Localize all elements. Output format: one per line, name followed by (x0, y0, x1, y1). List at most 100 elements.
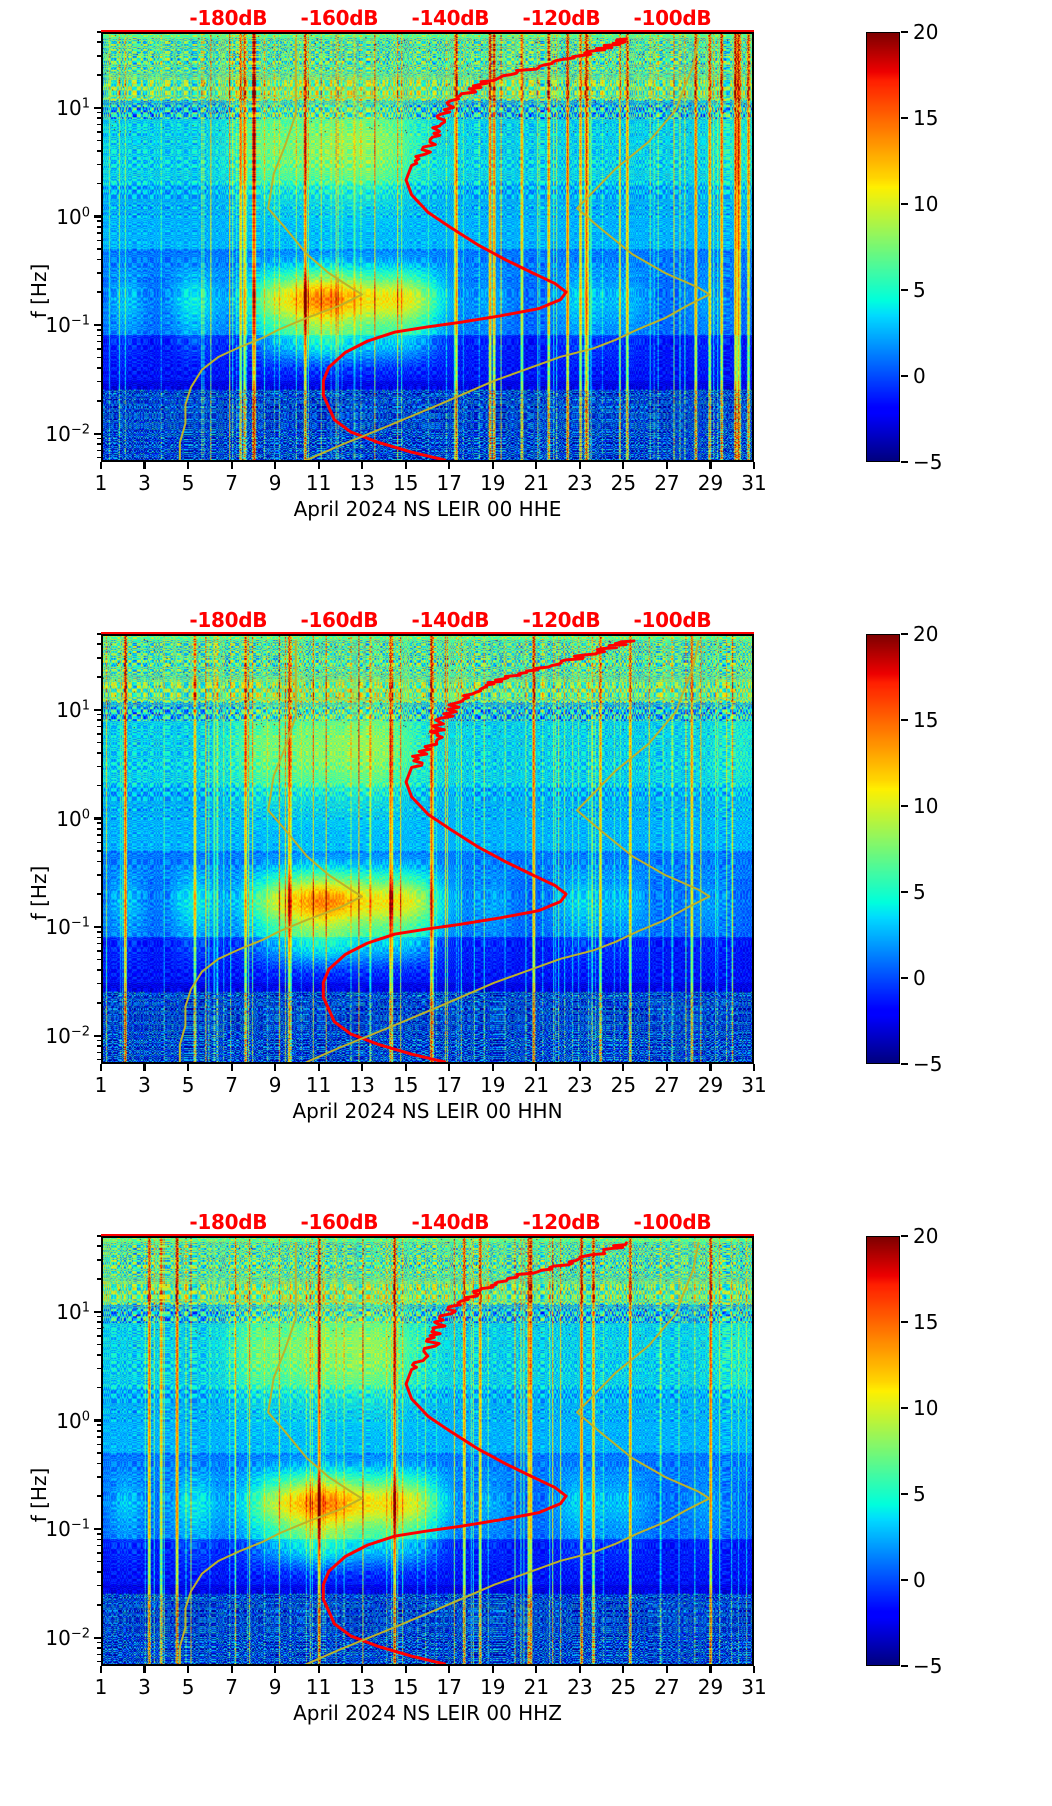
y-axis-tick (97, 1278, 101, 1280)
y-axis-tick (97, 334, 101, 337)
x-axis-tick (404, 1064, 407, 1071)
top-axis-tick-label: -160dB (300, 6, 379, 30)
x-axis-tick-label: 27 (654, 471, 680, 495)
top-axis-line (101, 30, 754, 33)
y-axis-tick (94, 432, 101, 435)
y-axis-tick (97, 30, 101, 33)
y-axis-3: f [Hz] 101 100 10−1 10−2 (0, 1234, 101, 1666)
x-axis-tick-label: 13 (349, 1675, 375, 1699)
colorbar-tick-label: −5 (913, 450, 943, 474)
x-axis-tick-label: 21 (523, 1073, 550, 1097)
x-axis-tick (404, 1666, 407, 1673)
colorbar-tick (901, 1579, 908, 1581)
y-axis-tick-label: 10−2 (45, 421, 90, 446)
x-axis-tick-label: 19 (480, 1073, 506, 1097)
x-axis-tick-label: 13 (349, 471, 375, 495)
colorbar-tick-label: 5 (913, 1482, 926, 1506)
y-axis-tick (97, 74, 101, 76)
x-axis-tick (404, 462, 407, 469)
y-axis-tick (97, 272, 101, 274)
y-axis-tick (97, 399, 101, 402)
x-axis-tick-label: 29 (697, 1073, 724, 1097)
top-axis-tick-label: -100dB (633, 1210, 712, 1234)
y-axis-tick (97, 725, 101, 728)
y-axis-tick (97, 163, 101, 166)
x-axis-tick-label: 11 (305, 471, 332, 495)
colorbar-tick-label: 15 (913, 106, 939, 130)
y-axis-tick (97, 822, 101, 824)
x-axis-tick-label: 11 (305, 1073, 332, 1097)
y-axis-tick (97, 834, 101, 836)
y-axis-2: f [Hz] 101 100 10−1 10−2 (0, 632, 101, 1064)
colorbar-tick-label: 10 (913, 192, 939, 216)
x-axis-tick-label: 15 (392, 1675, 419, 1699)
y-axis-tick-label: 10−2 (45, 1625, 90, 1650)
y-axis-tick (97, 950, 101, 952)
y-axis-tick (97, 713, 101, 716)
y-axis-tick (97, 632, 101, 635)
y-axis-tick (97, 380, 101, 383)
x-axis-tick-label: 31 (741, 1073, 767, 1097)
x-axis-tick-label: 27 (654, 1675, 680, 1699)
x-axis-3: 1 3 5 7 9 11 13 15 17 19 21 23 25 27 29 31 (95, 1666, 767, 1706)
x-axis-tick-label: 13 (349, 1073, 375, 1097)
x-axis-tick (752, 1666, 756, 1673)
x-axis-tick-label: 23 (567, 471, 593, 495)
overlay-new-low-noise-model-nlnm- (178, 1241, 363, 1664)
colorbar-tick-label: 20 (913, 622, 939, 646)
x-axis-tick (709, 462, 712, 469)
overlay-mean-psd-curve (321, 37, 628, 460)
colorbar-2 (866, 634, 900, 1064)
x-axis-tick (491, 1064, 494, 1071)
colorbar-tick-label: 10 (913, 794, 939, 818)
x-axis-tick (578, 1666, 581, 1673)
y-axis-tick (97, 225, 101, 228)
x-axis-tick-label: 29 (697, 1675, 724, 1699)
y-axis-tick (97, 1571, 101, 1573)
colorbar-tick-label: 5 (913, 880, 926, 904)
top-db-axis-1: -180dB -160dB -140dB -120dB -100dB (101, 6, 754, 40)
x-axis-tick-label: 3 (138, 1073, 151, 1097)
y-axis-tick (97, 982, 101, 985)
colorbar-tick-label: 0 (913, 966, 926, 990)
y-axis-tick-label: 100 (56, 204, 90, 229)
overlay-new-high-noise-model-nhnm- (305, 1241, 711, 1664)
x-axis-tick (274, 1666, 277, 1673)
y-axis-tick (97, 1476, 101, 1478)
overlay-curves (178, 37, 711, 460)
y-axis-tick (94, 817, 101, 820)
top-axis-tick-label: -180dB (189, 6, 268, 30)
colorbar-tick (901, 805, 908, 807)
x-axis-tick-label: 7 (225, 1675, 238, 1699)
y-axis-tick (94, 1034, 101, 1037)
y-axis-label: f [Hz] (27, 263, 51, 319)
y-axis-tick-label: 101 (56, 95, 90, 120)
y-axis-tick (97, 1327, 101, 1330)
y-axis-tick (97, 1429, 101, 1432)
colorbar-gradient (867, 33, 899, 461)
y-axis-tick (97, 291, 101, 293)
top-axis-tick-label: -100dB (633, 608, 712, 632)
y-axis-tick (97, 1495, 101, 1497)
spectrogram-axes-1 (101, 32, 754, 462)
spectrogram-axes-3 (101, 1236, 754, 1666)
x-axis-tick (230, 462, 233, 469)
y-axis-tick (97, 841, 101, 844)
y-axis-tick (97, 874, 101, 876)
y-axis-tick-label: 10−1 (45, 313, 90, 338)
x-axis-tick (448, 462, 451, 469)
y-axis-tick (97, 643, 101, 646)
y-axis-tick (97, 936, 101, 939)
y-axis-tick (97, 931, 101, 933)
y-axis-label: f [Hz] (27, 865, 51, 921)
overlay-new-low-noise-model-nlnm- (178, 639, 363, 1062)
y-axis-tick-label: 10−1 (45, 915, 90, 940)
x-axis-1: 1 3 5 7 9 11 13 15 17 19 21 23 25 27 29 31 (95, 462, 767, 502)
y-axis-tick (97, 130, 101, 133)
top-db-axis-3: -180dB -160dB -140dB -120dB -100dB (101, 1210, 754, 1244)
overlay-new-low-noise-model-nlnm- (178, 37, 363, 460)
x-axis-label: April 2024 NS LEIR 00 HHE (293, 497, 562, 521)
colorbar-tick (901, 1665, 908, 1667)
colorbar-tick (901, 461, 908, 463)
colorbar-tick-label: 20 (913, 1224, 939, 1248)
